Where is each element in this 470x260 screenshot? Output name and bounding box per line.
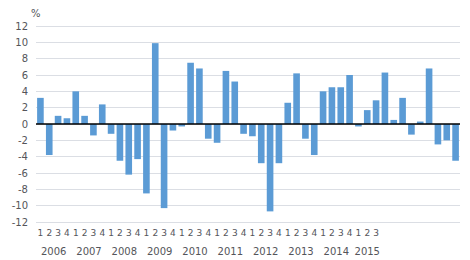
svg-text:1: 1 [73,228,79,238]
svg-text:2010: 2010 [182,246,207,257]
svg-text:2: 2 [294,228,300,238]
svg-text:-10: -10 [12,200,28,211]
svg-text:3: 3 [161,228,167,238]
svg-text:4: 4 [22,86,28,97]
svg-text:-6: -6 [18,168,28,179]
svg-text:2: 2 [82,228,88,238]
svg-text:-8: -8 [18,184,28,195]
svg-text:2012: 2012 [253,246,278,257]
svg-text:1: 1 [285,228,291,238]
svg-text:0: 0 [22,119,28,130]
svg-text:3: 3 [303,228,309,238]
svg-text:3: 3 [267,228,273,238]
svg-text:1: 1 [214,228,220,238]
svg-text:2007: 2007 [76,246,101,257]
svg-text:3: 3 [197,228,203,238]
svg-text:6: 6 [22,70,28,81]
svg-text:1: 1 [320,228,326,238]
svg-text:4: 4 [99,228,105,238]
svg-text:4: 4 [276,228,282,238]
svg-text:1: 1 [356,228,362,238]
svg-text:2009: 2009 [147,246,172,257]
svg-text:1: 1 [250,228,256,238]
svg-text:1: 1 [108,228,114,238]
svg-text:4: 4 [205,228,211,238]
svg-text:10: 10 [15,37,28,48]
svg-text:2008: 2008 [112,246,137,257]
svg-text:12: 12 [15,21,28,32]
svg-text:%: % [31,8,41,19]
svg-text:2006: 2006 [41,246,66,257]
svg-text:2: 2 [364,228,370,238]
svg-text:2014: 2014 [324,246,349,257]
svg-text:4: 4 [135,228,141,238]
svg-text:2: 2 [223,228,229,238]
svg-text:4: 4 [170,228,176,238]
svg-text:4: 4 [64,228,70,238]
svg-text:2015: 2015 [355,246,380,257]
svg-text:1: 1 [179,228,185,238]
svg-text:3: 3 [55,228,61,238]
svg-text:4: 4 [347,228,353,238]
svg-text:3: 3 [91,228,97,238]
svg-text:2: 2 [117,228,123,238]
svg-text:2: 2 [22,102,28,113]
svg-text:3: 3 [338,228,344,238]
svg-text:3: 3 [232,228,238,238]
svg-text:2: 2 [188,228,194,238]
svg-text:3: 3 [126,228,132,238]
svg-text:1: 1 [144,228,150,238]
svg-text:4: 4 [311,228,317,238]
svg-text:2: 2 [258,228,264,238]
svg-text:3: 3 [373,228,379,238]
svg-text:-2: -2 [18,135,28,146]
svg-text:-4: -4 [18,151,28,162]
svg-text:8: 8 [22,53,28,64]
svg-text:2: 2 [152,228,158,238]
svg-text:2: 2 [46,228,52,238]
svg-text:2: 2 [329,228,335,238]
svg-text:1: 1 [38,228,44,238]
svg-text:2013: 2013 [288,246,313,257]
svg-text:2011: 2011 [218,246,243,257]
svg-text:4: 4 [241,228,247,238]
svg-text:-12: -12 [12,217,28,228]
